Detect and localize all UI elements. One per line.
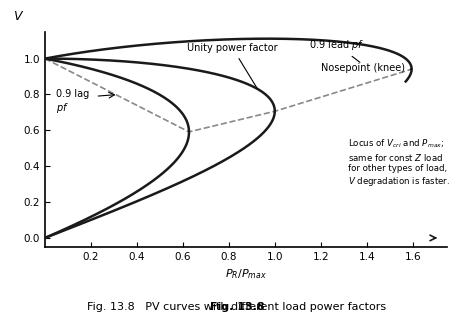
Text: Fig. 13.8: Fig. 13.8 — [210, 302, 264, 312]
Text: Fig. 13.8   PV curves with different load power factors: Fig. 13.8 PV curves with different load … — [87, 302, 387, 312]
X-axis label: $P_R/P_{max}$: $P_R/P_{max}$ — [225, 267, 267, 281]
Text: Unity power factor: Unity power factor — [187, 43, 278, 89]
Text: Nosepoint (knee): Nosepoint (knee) — [321, 63, 411, 73]
Text: Locus of $V_{cri}$ and $P_{max}$;
same for const $Z$ load
for other types of loa: Locus of $V_{cri}$ and $P_{max}$; same f… — [348, 138, 450, 188]
Y-axis label: V: V — [13, 10, 21, 23]
Text: 0.9 lead $pf$: 0.9 lead $pf$ — [309, 38, 365, 62]
Text: 0.9 lag
$pf$: 0.9 lag $pf$ — [56, 89, 90, 115]
